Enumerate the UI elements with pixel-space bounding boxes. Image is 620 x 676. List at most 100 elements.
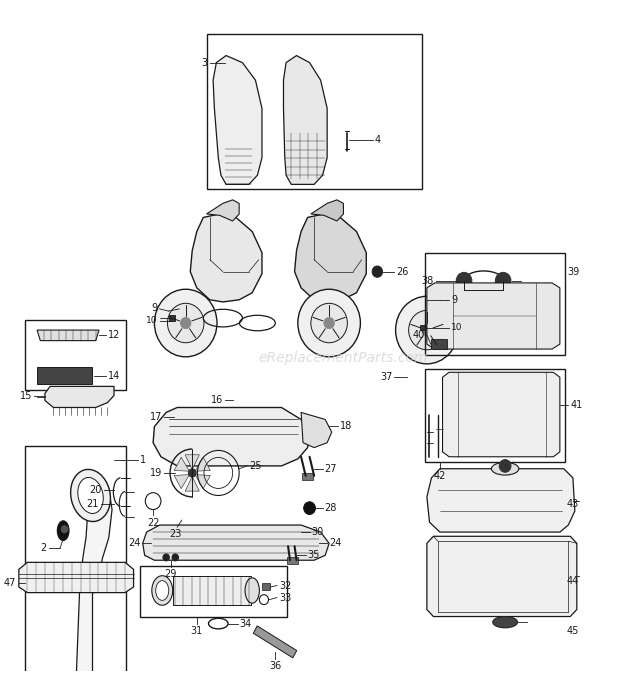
Circle shape <box>298 289 360 357</box>
Polygon shape <box>174 475 189 489</box>
Polygon shape <box>283 55 327 185</box>
Text: 4: 4 <box>374 135 381 145</box>
Text: 26: 26 <box>396 266 409 276</box>
Text: 45: 45 <box>567 625 580 635</box>
Circle shape <box>311 304 347 343</box>
Bar <box>173 577 251 604</box>
Polygon shape <box>195 457 210 471</box>
Polygon shape <box>443 372 560 457</box>
Text: 16: 16 <box>211 395 223 406</box>
Polygon shape <box>190 214 262 302</box>
Circle shape <box>167 304 204 343</box>
Text: 38: 38 <box>422 276 434 286</box>
Circle shape <box>422 324 432 336</box>
Polygon shape <box>19 562 133 593</box>
Text: 36: 36 <box>269 661 281 671</box>
Ellipse shape <box>493 617 518 628</box>
Text: 24: 24 <box>329 538 342 548</box>
Circle shape <box>456 272 472 289</box>
Polygon shape <box>427 536 577 617</box>
Polygon shape <box>185 455 200 469</box>
Circle shape <box>495 272 511 289</box>
Text: 18: 18 <box>340 422 352 431</box>
Bar <box>25 446 126 676</box>
Circle shape <box>188 468 196 477</box>
Bar <box>140 566 286 617</box>
Polygon shape <box>294 214 366 302</box>
Text: 24: 24 <box>128 538 141 548</box>
Circle shape <box>154 289 217 357</box>
Polygon shape <box>427 283 560 349</box>
Text: 14: 14 <box>107 371 120 381</box>
Ellipse shape <box>156 581 169 600</box>
Text: 29: 29 <box>164 569 177 579</box>
Ellipse shape <box>57 521 69 541</box>
Text: eReplacementParts.com: eReplacementParts.com <box>259 352 428 365</box>
Ellipse shape <box>78 477 104 514</box>
Polygon shape <box>427 468 575 532</box>
Polygon shape <box>185 477 200 491</box>
Bar <box>25 320 126 390</box>
Text: 10: 10 <box>146 316 157 325</box>
Text: 9: 9 <box>151 303 157 312</box>
Bar <box>37 366 92 384</box>
Text: 33: 33 <box>279 593 291 602</box>
Circle shape <box>61 526 68 533</box>
Ellipse shape <box>492 462 519 475</box>
Text: 22: 22 <box>147 518 159 528</box>
Polygon shape <box>213 55 262 185</box>
Ellipse shape <box>152 576 173 605</box>
Text: 9: 9 <box>451 295 457 305</box>
Polygon shape <box>301 412 332 448</box>
Bar <box>420 325 426 330</box>
Polygon shape <box>254 626 297 658</box>
Text: 39: 39 <box>567 266 579 276</box>
Text: 47: 47 <box>4 579 16 589</box>
Text: 34: 34 <box>240 619 252 629</box>
Text: 43: 43 <box>567 499 579 509</box>
Polygon shape <box>45 387 114 408</box>
Text: 40: 40 <box>413 330 425 340</box>
Polygon shape <box>311 200 343 221</box>
Circle shape <box>396 296 458 364</box>
Circle shape <box>304 502 316 514</box>
Text: 27: 27 <box>324 464 337 474</box>
Text: 31: 31 <box>191 626 203 635</box>
Text: 42: 42 <box>434 471 446 481</box>
Bar <box>169 315 175 321</box>
Bar <box>431 339 447 349</box>
Circle shape <box>409 310 445 349</box>
Bar <box>425 253 565 355</box>
Text: 21: 21 <box>87 499 99 509</box>
Text: 41: 41 <box>570 400 583 410</box>
Text: 10: 10 <box>451 323 463 333</box>
Bar <box>302 473 314 480</box>
Text: 23: 23 <box>169 529 182 539</box>
Polygon shape <box>195 475 210 489</box>
Text: 2: 2 <box>41 544 47 553</box>
Polygon shape <box>37 330 99 341</box>
Circle shape <box>172 554 179 561</box>
Ellipse shape <box>245 578 259 603</box>
Text: 3: 3 <box>202 57 208 68</box>
Text: 25: 25 <box>249 461 262 471</box>
Circle shape <box>324 318 334 329</box>
Polygon shape <box>153 408 309 466</box>
Bar <box>425 369 565 462</box>
Bar <box>206 34 422 189</box>
Text: 32: 32 <box>279 581 291 591</box>
Text: 19: 19 <box>150 468 162 478</box>
Text: 15: 15 <box>19 391 32 400</box>
Text: 12: 12 <box>107 330 120 340</box>
Polygon shape <box>143 525 329 560</box>
Text: 17: 17 <box>150 412 162 422</box>
Ellipse shape <box>71 469 110 522</box>
Text: 35: 35 <box>308 550 320 560</box>
Text: 30: 30 <box>311 527 324 537</box>
Text: 37: 37 <box>380 372 392 382</box>
Text: 1: 1 <box>140 455 146 465</box>
Circle shape <box>180 318 191 329</box>
Bar <box>262 583 270 591</box>
Circle shape <box>372 266 383 277</box>
Text: 44: 44 <box>567 577 579 586</box>
